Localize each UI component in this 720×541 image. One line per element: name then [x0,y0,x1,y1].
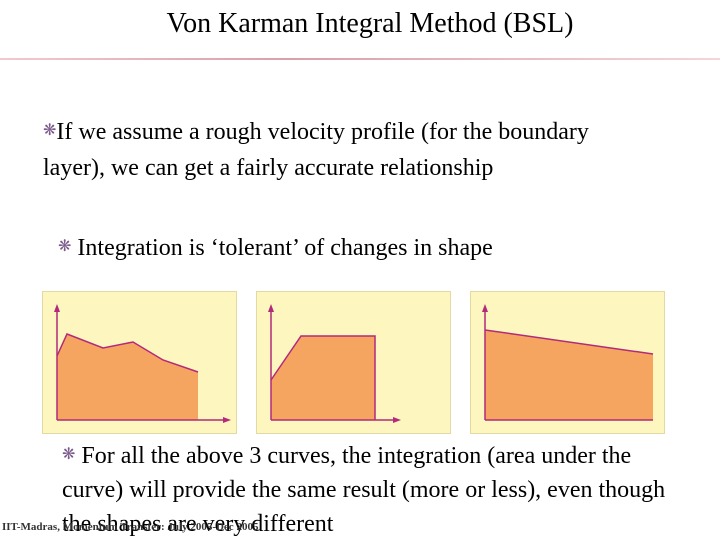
decreasing-profile-curve [484,329,654,355]
bullet-same-area: ❋ For all the above 3 curves, the integr… [62,438,682,541]
decreasing-profile-plot [482,304,654,421]
decreasing-profile-area [485,330,653,420]
snowflake-icon: ❋ [58,238,72,255]
x-axis-arrow-icon [223,417,231,423]
x-axis-arrow-icon [393,417,401,423]
wavy-profile-area [57,334,198,420]
wavy-profile-curve [56,333,199,373]
profile-panel-wavy [42,291,237,434]
slide-title: Von Karman Integral Method (BSL) [166,8,574,39]
wavy-profile-plot [54,304,231,423]
y-axis-arrow-icon [54,304,60,312]
bullet-integration-tolerant: ❋ Integration is ‘tolerant’ of changes i… [58,229,618,266]
y-axis-arrow-icon [482,304,488,312]
y-axis-arrow-icon [268,304,274,312]
bullet-text: If we assume a rough velocity profile (f… [43,119,589,181]
snowflake-icon: ❋ [62,446,76,463]
title-underline [0,58,720,60]
ramp-profile-curve [270,335,376,420]
ramp-profile-area [271,336,375,420]
snowflake-icon: ❋ [43,122,57,139]
slide-footer: IIT-Madras, Momentum Transfer: July 2005… [2,521,259,533]
profile-panel-decreasing [470,291,665,434]
bullet-text: Integration is ‘tolerant’ of changes in … [71,235,493,261]
ramp-profile-plot [268,304,401,423]
bullet-assume-profile: ❋If we assume a rough velocity profile (… [43,113,603,186]
bullet-text: For all the above 3 curves, the integrat… [62,443,666,537]
profile-panel-ramp [256,291,451,434]
